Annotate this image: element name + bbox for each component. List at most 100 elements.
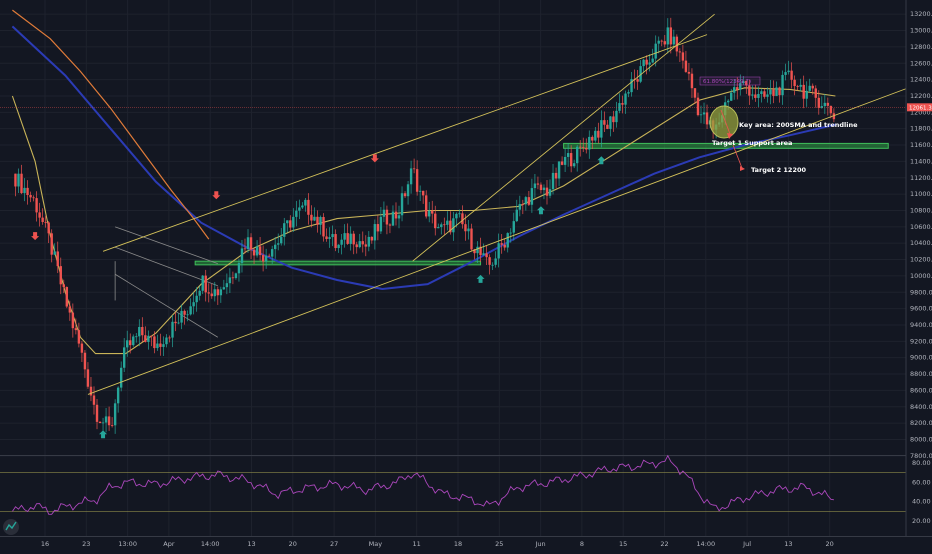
candle-body — [406, 184, 410, 197]
candle-body — [766, 94, 769, 97]
candle-body — [86, 369, 90, 387]
candle-body — [696, 97, 700, 116]
rsi-tick-label: 20.00 — [912, 517, 931, 525]
candle-body — [132, 336, 135, 346]
current-price-tag — [907, 103, 932, 112]
y-tick-label: 10400.0 — [910, 239, 932, 247]
y-tick-label: 10800.0 — [910, 206, 932, 214]
candle-body — [829, 105, 833, 114]
candle-body — [808, 85, 811, 91]
candle-body — [207, 292, 210, 294]
candle-body — [382, 209, 386, 217]
candle-body — [343, 233, 346, 240]
candle-body — [440, 224, 443, 228]
candle-body — [240, 248, 244, 264]
candle-body — [491, 264, 494, 266]
y-tick-label: 11800.0 — [910, 125, 932, 133]
candle-body — [500, 243, 503, 245]
y-tick-label: 12800.0 — [910, 43, 932, 51]
x-tick-label: 20 — [826, 540, 834, 548]
candle-body — [379, 216, 383, 232]
candle-body — [612, 116, 615, 123]
projection-line — [720, 109, 731, 135]
candle-body — [736, 87, 739, 90]
candle-body — [542, 187, 546, 191]
candle-body — [699, 114, 703, 116]
candle-body — [168, 337, 171, 339]
candle-body — [177, 322, 180, 324]
candle-body — [645, 59, 648, 65]
candle-body — [621, 103, 624, 105]
candle-body — [65, 287, 69, 307]
candle-body — [418, 190, 422, 192]
candle-body — [210, 293, 213, 297]
candle-body — [814, 88, 817, 98]
candle-body — [113, 403, 117, 426]
current-price-label: 12061.3 — [909, 105, 932, 111]
candle-body — [437, 227, 440, 229]
candle-body — [92, 395, 96, 405]
candle-body — [50, 233, 53, 255]
candle-body — [119, 367, 123, 388]
candle-body — [778, 87, 781, 96]
candle-body — [280, 236, 283, 244]
candle-body — [464, 224, 467, 232]
y-tick-label: 8000.0 — [910, 435, 932, 443]
candle-body — [373, 224, 377, 241]
trendlines — [0, 13, 927, 395]
x-tick-label: 14:00 — [201, 540, 220, 548]
candle-body — [195, 295, 198, 303]
candle-body — [162, 344, 165, 347]
candle-body — [141, 326, 144, 336]
candle-body — [467, 228, 470, 232]
candle-body — [53, 251, 56, 255]
x-tick-label: 18 — [454, 540, 462, 548]
x-tick-label: 14:00 — [696, 540, 715, 548]
candle-body — [352, 233, 355, 245]
candle-body — [367, 236, 371, 247]
candle-body — [98, 421, 102, 424]
candle-body — [80, 343, 84, 353]
y-tick-label: 10200.0 — [910, 256, 932, 264]
fib-label: 61.80%(12349.7) — [703, 79, 751, 85]
candle-body — [270, 249, 274, 257]
candle-body — [403, 193, 407, 197]
y-tick-label: 13200.0 — [910, 10, 932, 18]
y-tick-label: 12400.0 — [910, 76, 932, 84]
x-tick-label: May — [369, 540, 383, 548]
channel-line — [114, 226, 218, 265]
annotations: 61.80%(12349.7) Key area: 200SMA and tren… — [699, 76, 858, 174]
candle-body — [243, 248, 247, 250]
candle-body — [585, 147, 588, 150]
candle-body — [409, 168, 413, 185]
trendline-channel-top — [102, 34, 708, 252]
candle-body — [663, 41, 666, 45]
candle-body — [455, 213, 458, 219]
candle-body — [521, 203, 525, 205]
candle-body — [591, 136, 594, 141]
candle-body — [264, 255, 268, 262]
y-tick-label: 11200.0 — [910, 174, 932, 182]
candle-body — [603, 120, 606, 125]
channel-line — [114, 273, 219, 338]
candle-body — [449, 220, 452, 233]
rsi-tick-label: 60.00 — [912, 478, 931, 486]
candle-body — [554, 172, 558, 179]
candle-body — [639, 66, 642, 82]
x-tick-label: 25 — [495, 540, 503, 548]
candle-body — [337, 244, 340, 249]
candle-body — [557, 161, 561, 179]
y-tick-label: 12200.0 — [910, 92, 932, 100]
candle-body — [68, 306, 72, 313]
candle-body — [730, 92, 733, 101]
candle-body — [310, 214, 313, 221]
candle-body — [334, 234, 337, 249]
candle-body — [307, 199, 310, 215]
candle-body — [225, 283, 229, 288]
x-tick-label: 23 — [82, 540, 90, 548]
y-tick-label: 10600.0 — [910, 223, 932, 231]
logo-mark — [5, 521, 17, 531]
